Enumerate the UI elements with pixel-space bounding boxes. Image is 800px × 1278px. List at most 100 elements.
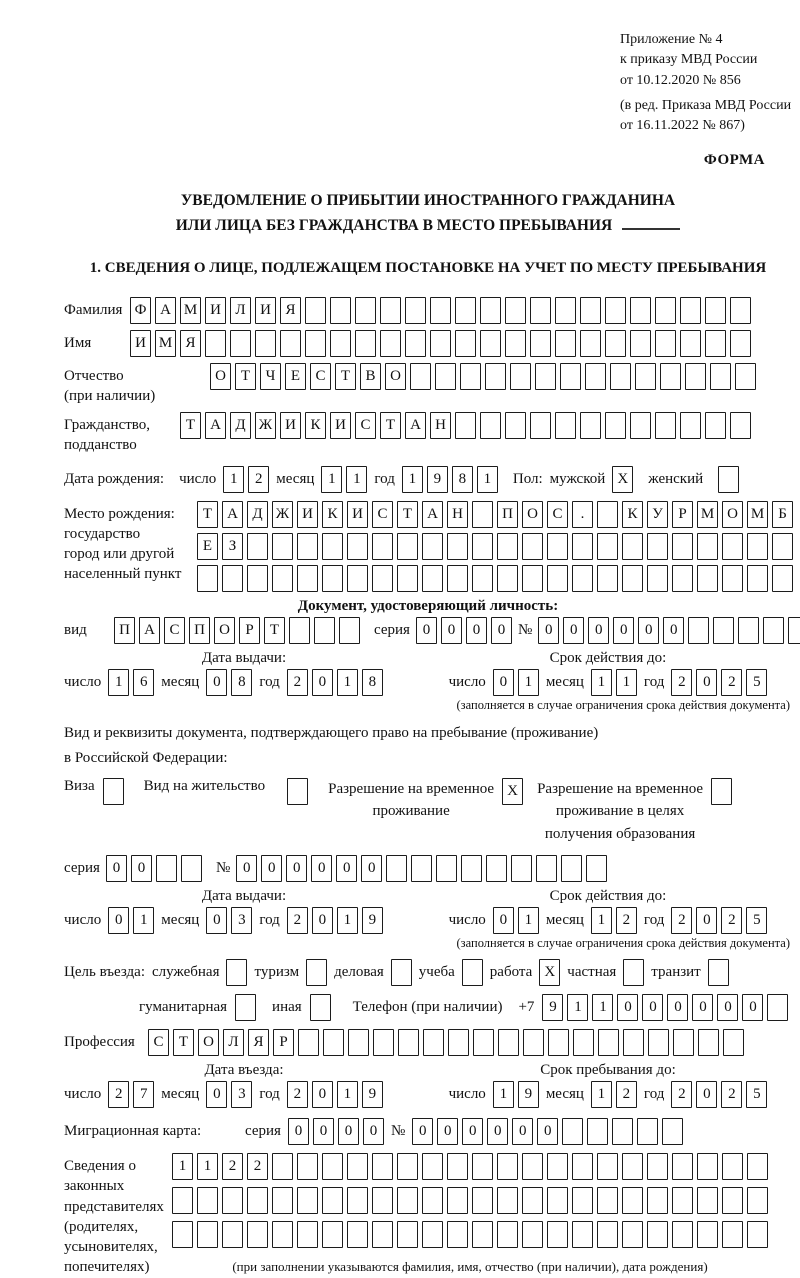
purpose-humanitarian-box[interactable] xyxy=(235,994,257,1022)
birth-place-cell[interactable] xyxy=(497,564,518,592)
legal-reps-cell[interactable] xyxy=(747,1221,768,1249)
legal-reps-cell[interactable] xyxy=(447,1187,468,1215)
profession-cell[interactable] xyxy=(573,1029,594,1057)
patronymic-cell[interactable]: О xyxy=(385,362,406,390)
birth-place-cell[interactable]: М xyxy=(697,500,718,528)
identity-number-cell[interactable] xyxy=(763,616,785,644)
legal-reps-cell[interactable]: 1 xyxy=(197,1153,218,1181)
identity-series-cell[interactable]: 0 xyxy=(415,616,437,644)
birth-place-cell[interactable]: Т xyxy=(397,500,418,528)
birth-place-cell[interactable]: М xyxy=(747,500,768,528)
legal-reps-cell[interactable] xyxy=(597,1187,618,1215)
given-name-cell[interactable] xyxy=(380,329,401,357)
sex-female-box[interactable] xyxy=(718,465,740,493)
entry-month-cell[interactable]: 3 xyxy=(231,1081,253,1109)
residence-issue-month-cell[interactable]: 0 xyxy=(206,907,228,935)
surname-cell[interactable] xyxy=(580,296,601,324)
migration-number-cell[interactable]: 0 xyxy=(487,1118,509,1146)
legal-reps-cell[interactable] xyxy=(397,1187,418,1215)
residence-issue-day-cell[interactable]: 0 xyxy=(108,907,130,935)
birth-place-cell[interactable] xyxy=(597,500,618,528)
entry-day-cell[interactable]: 7 xyxy=(133,1081,155,1109)
surname-cell[interactable] xyxy=(355,296,376,324)
birth-place-cell[interactable]: П xyxy=(497,500,518,528)
birth-place-cell[interactable]: К xyxy=(322,500,343,528)
birth-place-cell[interactable]: О xyxy=(722,500,743,528)
surname-cell[interactable] xyxy=(480,296,501,324)
surname-cell[interactable] xyxy=(380,296,401,324)
birth-month-cell[interactable]: 1 xyxy=(321,465,343,493)
identity-valid-day-cell[interactable]: 1 xyxy=(517,668,539,696)
legal-reps-cell[interactable] xyxy=(547,1187,568,1215)
birth-month-cell[interactable]: 1 xyxy=(346,465,368,493)
identity-issue-year-cell[interactable]: 8 xyxy=(361,668,383,696)
residence-valid-year-cell[interactable]: 2 xyxy=(671,907,693,935)
birth-place-cell[interactable] xyxy=(672,564,693,592)
identity-valid-year-cell[interactable]: 5 xyxy=(746,668,768,696)
legal-reps-cell[interactable] xyxy=(422,1221,443,1249)
citizenship-cell[interactable] xyxy=(555,412,576,440)
profession-cell[interactable] xyxy=(623,1029,644,1057)
profession-cell[interactable] xyxy=(498,1029,519,1057)
birth-place-cell[interactable]: И xyxy=(347,500,368,528)
legal-reps-cell[interactable] xyxy=(172,1221,193,1249)
birth-place-cell[interactable] xyxy=(297,532,318,560)
phone-cell[interactable]: 1 xyxy=(592,994,614,1022)
citizenship-cell[interactable] xyxy=(530,412,551,440)
residence-permit-box[interactable] xyxy=(287,777,309,805)
birth-place-cell[interactable] xyxy=(697,564,718,592)
given-name-cell[interactable]: И xyxy=(130,329,151,357)
residence-number-cell[interactable] xyxy=(386,855,408,883)
citizenship-cell[interactable]: Ж xyxy=(255,412,276,440)
legal-reps-cell[interactable] xyxy=(522,1187,543,1215)
residence-number-cell[interactable] xyxy=(461,855,483,883)
residence-number-cell[interactable] xyxy=(436,855,458,883)
profession-cell[interactable] xyxy=(648,1029,669,1057)
surname-cell[interactable] xyxy=(630,296,651,324)
surname-cell[interactable] xyxy=(705,296,726,324)
patronymic-cell[interactable]: Е xyxy=(285,362,306,390)
given-name-cell[interactable] xyxy=(530,329,551,357)
birth-day-cell[interactable]: 2 xyxy=(248,465,270,493)
identity-issue-year-cell[interactable]: 1 xyxy=(336,668,358,696)
given-name-cell[interactable] xyxy=(480,329,501,357)
birth-place-cell[interactable] xyxy=(272,532,293,560)
identity-kind-cell[interactable]: П xyxy=(114,616,135,644)
legal-reps-cell[interactable] xyxy=(247,1187,268,1215)
birth-place-cell[interactable] xyxy=(497,532,518,560)
patronymic-cell[interactable] xyxy=(485,362,506,390)
legal-reps-cell[interactable] xyxy=(547,1153,568,1181)
legal-reps-cell[interactable] xyxy=(597,1221,618,1249)
legal-reps-cell[interactable] xyxy=(647,1187,668,1215)
residence-issue-year-cell[interactable]: 2 xyxy=(286,907,308,935)
legal-reps-cell[interactable] xyxy=(197,1187,218,1215)
phone-cell[interactable]: 0 xyxy=(667,994,689,1022)
birth-year-cell[interactable]: 1 xyxy=(401,465,423,493)
birth-day-cell[interactable]: 1 xyxy=(223,465,245,493)
birth-place-cell[interactable] xyxy=(422,532,443,560)
birth-place-cell[interactable] xyxy=(572,532,593,560)
legal-reps-cell[interactable] xyxy=(572,1153,593,1181)
purpose-business-box[interactable] xyxy=(390,959,412,987)
profession-cell[interactable] xyxy=(448,1029,469,1057)
legal-reps-cell[interactable] xyxy=(722,1221,743,1249)
birth-place-cell[interactable]: Б xyxy=(772,500,793,528)
residence-issue-year-cell[interactable]: 1 xyxy=(336,907,358,935)
stay-month-cell[interactable]: 2 xyxy=(615,1081,637,1109)
residence-number-cell[interactable]: 0 xyxy=(311,855,333,883)
surname-cell[interactable] xyxy=(305,296,326,324)
legal-reps-cell[interactable] xyxy=(372,1221,393,1249)
residence-valid-day-cell[interactable]: 1 xyxy=(517,907,539,935)
birth-place-cell[interactable] xyxy=(222,564,243,592)
birth-place-cell[interactable]: Т xyxy=(197,500,218,528)
patronymic-cell[interactable]: Ч xyxy=(260,362,281,390)
legal-reps-cell[interactable] xyxy=(647,1153,668,1181)
patronymic-cell[interactable]: О xyxy=(210,362,231,390)
given-name-cell[interactable] xyxy=(705,329,726,357)
birth-place-cell[interactable] xyxy=(547,532,568,560)
legal-reps-cell[interactable] xyxy=(497,1153,518,1181)
legal-reps-cell[interactable] xyxy=(322,1187,343,1215)
sex-male-box[interactable]: X xyxy=(612,465,634,493)
profession-cell[interactable] xyxy=(423,1029,444,1057)
birth-place-cell[interactable]: . xyxy=(572,500,593,528)
